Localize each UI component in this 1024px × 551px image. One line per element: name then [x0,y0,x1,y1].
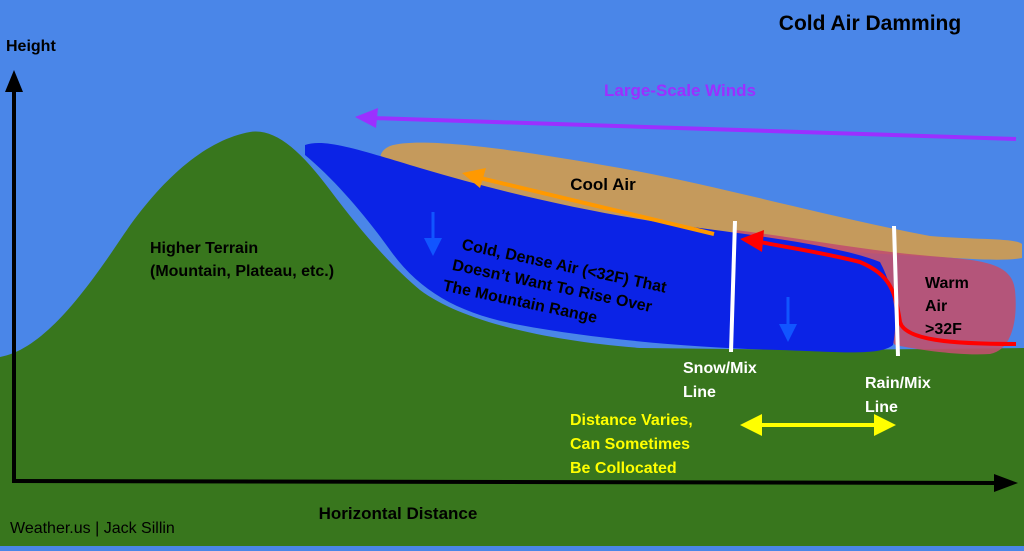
cool-air-label: Cool Air [570,175,636,194]
y-axis-label: Height [6,38,56,55]
warm-air-flow-arrow [759,240,1017,346]
snow-mix-line-marker [729,220,737,353]
distance-note-label: Distance Varies, Can Sometimes Be Colloc… [570,412,697,477]
large-scale-winds-label: Large-Scale Winds [604,81,756,100]
warm-air-label: Warm Air >32F [925,275,973,338]
higher-terrain-label: Higher Terrain (Mountain, Plateau, etc.) [150,240,334,280]
rain-mix-line-label: Rain/Mix Line [865,375,935,416]
snow-mix-line-label: Snow/Mix Line [683,360,761,401]
cool-air-layer [380,142,1022,260]
x-axis-arrowhead [994,474,1018,492]
cool-air-flow-arrow [479,176,715,236]
cold-dense-air-mass [305,142,896,353]
sinking-arrowhead-left [424,238,442,256]
warm-air-flow-arrowhead [740,230,764,252]
cool-air-flow-arrowhead [462,168,486,188]
x-axis-label: Horizontal Distance [319,504,478,523]
sinking-arrowhead-right [779,324,797,342]
distance-arrowhead-left [740,414,762,436]
large-scale-winds-arrowhead [355,108,378,128]
distance-arrowhead-right [874,414,896,436]
x-axis [11,479,999,485]
terrain [0,131,1024,546]
y-axis-arrowhead [5,70,23,92]
rain-mix-line-marker [892,225,900,357]
diagram-title: Cold Air Damming [779,12,961,35]
large-scale-winds-arrow [371,116,1017,141]
credit-text: Weather.us | Jack Sillin [10,520,175,537]
